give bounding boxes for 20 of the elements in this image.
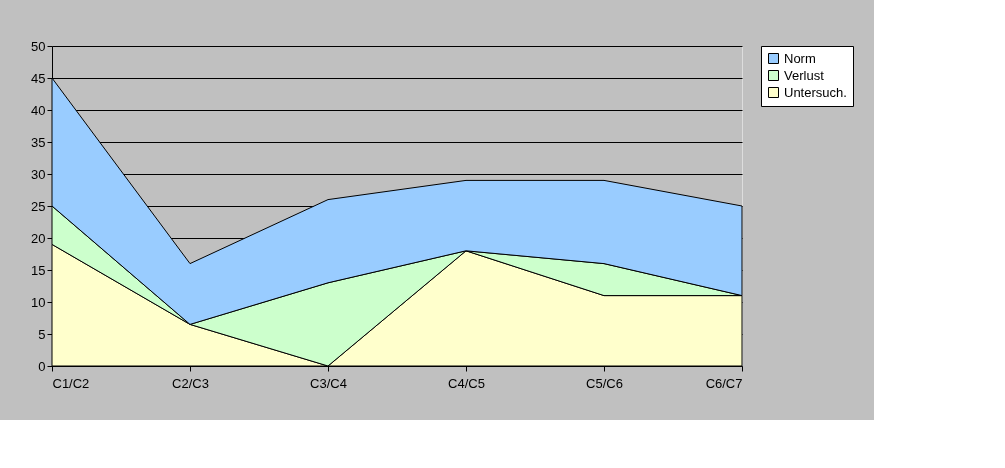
y-tick-label: 0 <box>38 358 46 374</box>
y-tick-label: 15 <box>31 262 46 278</box>
y-tick-label: 35 <box>31 134 46 150</box>
x-tick-label: C3/C4 <box>310 375 347 391</box>
legend-label: Untersuch. <box>784 84 847 100</box>
y-tick-label: 30 <box>31 166 46 182</box>
y-tick-label: 5 <box>38 326 46 342</box>
x-tick-label: C1/C2 <box>52 375 90 391</box>
y-tick-label: 45 <box>31 70 46 86</box>
y-tick-label: 40 <box>31 102 46 118</box>
x-tick-label: C6/C7 <box>705 375 743 391</box>
y-tick-label: 25 <box>31 198 46 214</box>
x-tick-label: C2/C3 <box>172 375 209 391</box>
x-tick-label: C5/C6 <box>586 375 623 391</box>
legend-label: Verlust <box>784 67 825 83</box>
legend-label: Norm <box>784 50 816 66</box>
y-tick-label: 50 <box>31 38 46 54</box>
x-tick-label: C4/C5 <box>448 375 485 391</box>
y-tick-label: 10 <box>31 294 46 310</box>
y-tick-label: 20 <box>31 230 46 246</box>
